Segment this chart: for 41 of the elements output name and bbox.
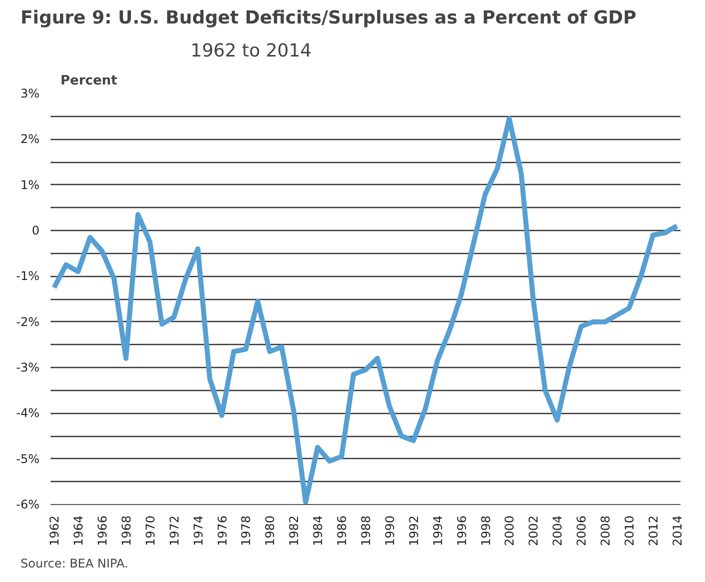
x-tick-label: 2004 xyxy=(550,515,565,546)
y-tick-label: -4% xyxy=(16,406,40,420)
x-tick-label: 1994 xyxy=(430,515,445,546)
x-tick-label: 1992 xyxy=(406,515,421,546)
x-tick-label: 1966 xyxy=(96,515,110,546)
x-tick-label: 2000 xyxy=(502,515,517,546)
x-tick-label: 1986 xyxy=(335,515,350,546)
x-tick-label: 1988 xyxy=(359,515,373,546)
x-tick-label: 2014 xyxy=(670,515,684,546)
x-tick-label: 2010 xyxy=(622,515,636,546)
x-tick-label: 1964 xyxy=(72,515,86,546)
y-tick-label: -6% xyxy=(16,498,40,512)
y-axis-title: Percent xyxy=(60,74,118,88)
x-tick-label: 1974 xyxy=(191,515,206,546)
x-tick-label: 1962 xyxy=(48,515,62,546)
x-tick-label: 2012 xyxy=(646,515,660,546)
x-tick-label: 1968 xyxy=(119,515,134,546)
x-tick-label: 2008 xyxy=(598,515,613,546)
y-tick-label: 1% xyxy=(20,178,40,192)
y-tick-label: -5% xyxy=(16,452,40,466)
x-tick-label: 1998 xyxy=(478,515,493,546)
y-tick-label: 0 xyxy=(32,224,40,238)
x-tick-label: 2006 xyxy=(574,515,589,546)
x-tick-label: 1980 xyxy=(263,515,278,546)
y-tick-label: -1% xyxy=(16,269,40,284)
y-tick-label: -3% xyxy=(16,360,40,374)
chart-title: Figure 9: U.S. Budget Deficits/Surpluses as a Percent of GDP xyxy=(20,8,636,28)
y-tick-label: 3% xyxy=(20,86,40,100)
chart-subtitle: 1962 to 2014 xyxy=(190,40,312,62)
x-tick-label: 1982 xyxy=(287,515,302,546)
x-tick-label: 2002 xyxy=(526,515,541,546)
x-tick-label: 1996 xyxy=(454,515,469,546)
x-tick-label: 1978 xyxy=(239,515,254,546)
x-tick-label: 1972 xyxy=(167,515,182,546)
y-tick-label: 2% xyxy=(20,132,40,146)
x-tick-label: 1970 xyxy=(143,515,158,546)
x-tick-label: 1976 xyxy=(215,515,230,546)
x-tick-label: 1990 xyxy=(382,515,397,546)
source-note: Source: BEA NIPA. xyxy=(20,556,128,570)
x-tick-label: 1984 xyxy=(311,515,326,546)
y-tick-label: -2% xyxy=(16,314,40,329)
